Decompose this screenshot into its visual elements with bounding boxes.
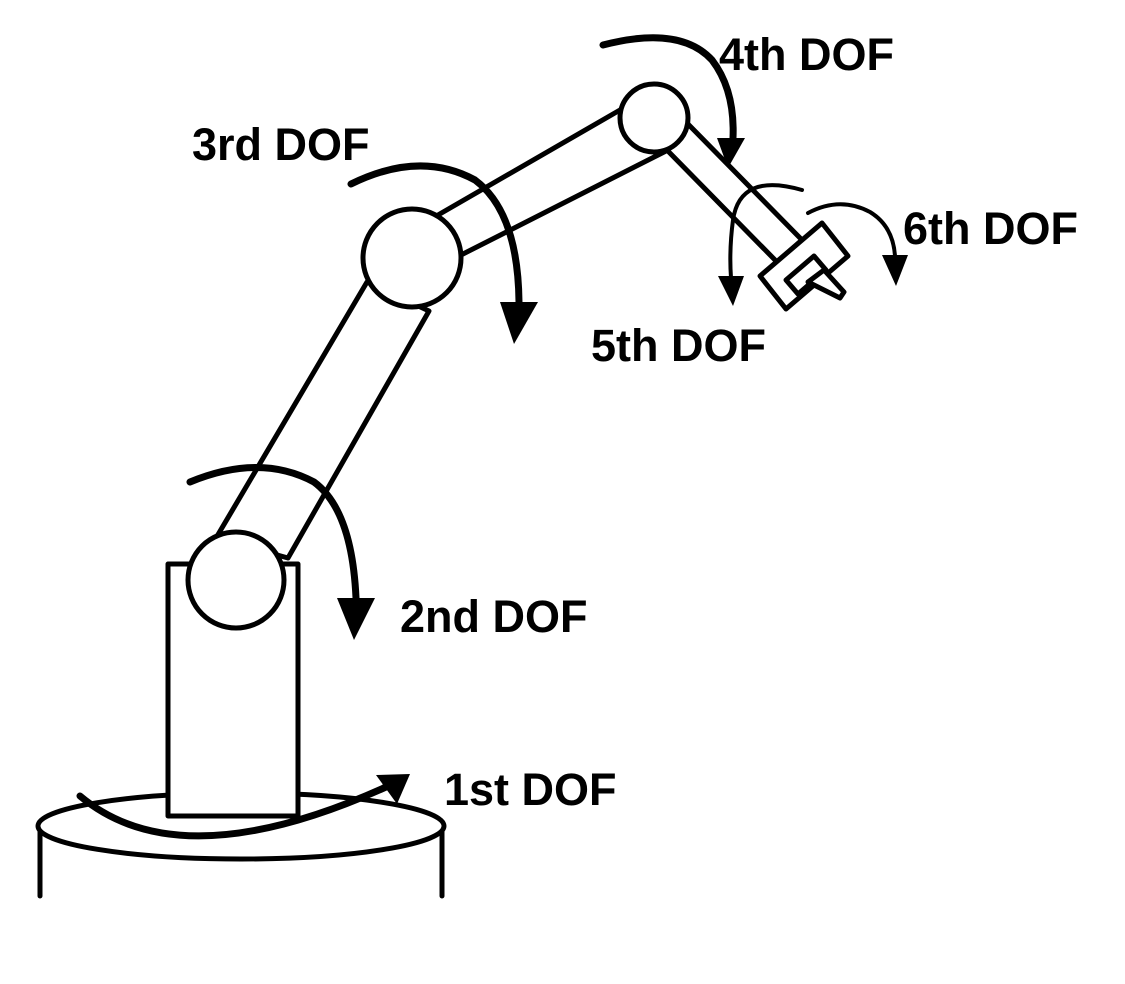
dof1-arrow (76, 774, 410, 840)
gripper-tip (805, 267, 847, 301)
shoulder-joint (185, 529, 287, 631)
dof5-arrow (718, 183, 804, 306)
dof2-label: 2nd DOF (400, 591, 588, 642)
dof2-arrow (186, 464, 375, 640)
dof4-arrow (599, 34, 745, 168)
dof5-label: 5th DOF (591, 320, 766, 371)
dof6-label: 6th DOF (903, 203, 1078, 254)
dof1-label: 1st DOF (444, 764, 617, 815)
dof6-arrow (806, 202, 908, 286)
dof4-label: 4th DOF (719, 29, 894, 80)
gripper (757, 220, 851, 312)
lower-arm-link (213, 279, 432, 561)
dof3-label: 3rd DOF (192, 119, 370, 170)
elbow-joint (360, 206, 464, 310)
wrist-joint (617, 81, 691, 155)
dof3-arrow (347, 162, 538, 344)
